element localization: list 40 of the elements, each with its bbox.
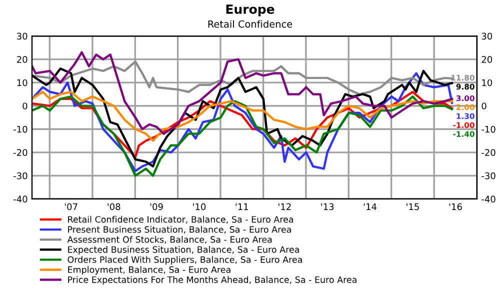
y-tick-label: -30 xyxy=(14,172,28,180)
y2-tick-label: -10 xyxy=(482,126,496,133)
y-tick-label: 0 xyxy=(22,102,28,110)
chart-title: Europe xyxy=(226,4,274,16)
line-series xyxy=(32,90,454,142)
y-tick-label: 30 xyxy=(17,32,28,40)
y2-tick-label: 30 xyxy=(482,32,492,40)
y-tick-label: 20 xyxy=(17,56,28,63)
x-tick-label: '11 xyxy=(236,203,248,210)
x-tick-label: '13 xyxy=(321,203,334,210)
x-tick-label: '16 xyxy=(449,203,462,210)
line-series xyxy=(32,60,454,96)
y-tick-label: -20 xyxy=(14,149,28,156)
x-tick-label: '12 xyxy=(278,203,291,210)
x-tick-label: '10 xyxy=(193,203,206,210)
legend-label: Orders Placed With Suppliers, Balance, Sa - Euro Area xyxy=(68,256,302,265)
y2-tick-label: 0 xyxy=(482,102,486,110)
x-tick-label: '08 xyxy=(108,203,120,210)
y2-tick-label: -20 xyxy=(482,149,496,156)
x-tick-label: '15 xyxy=(406,203,419,210)
x-tick-label: '07 xyxy=(64,203,78,210)
legend-label: Employment, Balance, Sa - Euro Area xyxy=(68,266,230,275)
x-tick-label: '09 xyxy=(150,203,163,210)
legend-label: Assessment Of Stocks, Balance, Sa - Euro Area xyxy=(67,236,272,244)
y-tick-label: 10 xyxy=(17,79,28,86)
y2-tick-label: 20 xyxy=(482,56,492,63)
chart-subtitle: Retail Confidence xyxy=(208,20,292,28)
y2-tick-label: 10 xyxy=(482,79,492,86)
legend-label: Present Business Situation, Balance, Sa - Euro Area xyxy=(68,226,291,234)
legend-label: Price Expectations For The Months Ahead, Balance, Sa - Euro Area xyxy=(68,276,356,285)
legend-label: Retail Confidence Indicator, Balance, Sa - Euro Area xyxy=(68,216,294,224)
x-tick-label: '14 xyxy=(364,203,376,210)
y2-tick-label: -30 xyxy=(482,172,496,180)
line-series xyxy=(32,51,454,135)
line-series xyxy=(32,95,454,177)
line-series xyxy=(32,90,454,158)
y2-tick-label: -40 xyxy=(482,196,496,203)
y-tick-label: -40 xyxy=(14,196,28,203)
legend-label: Expected Business Situation, Balance, Sa - Euro Area xyxy=(68,246,299,255)
y-tick-label: -10 xyxy=(14,126,28,133)
